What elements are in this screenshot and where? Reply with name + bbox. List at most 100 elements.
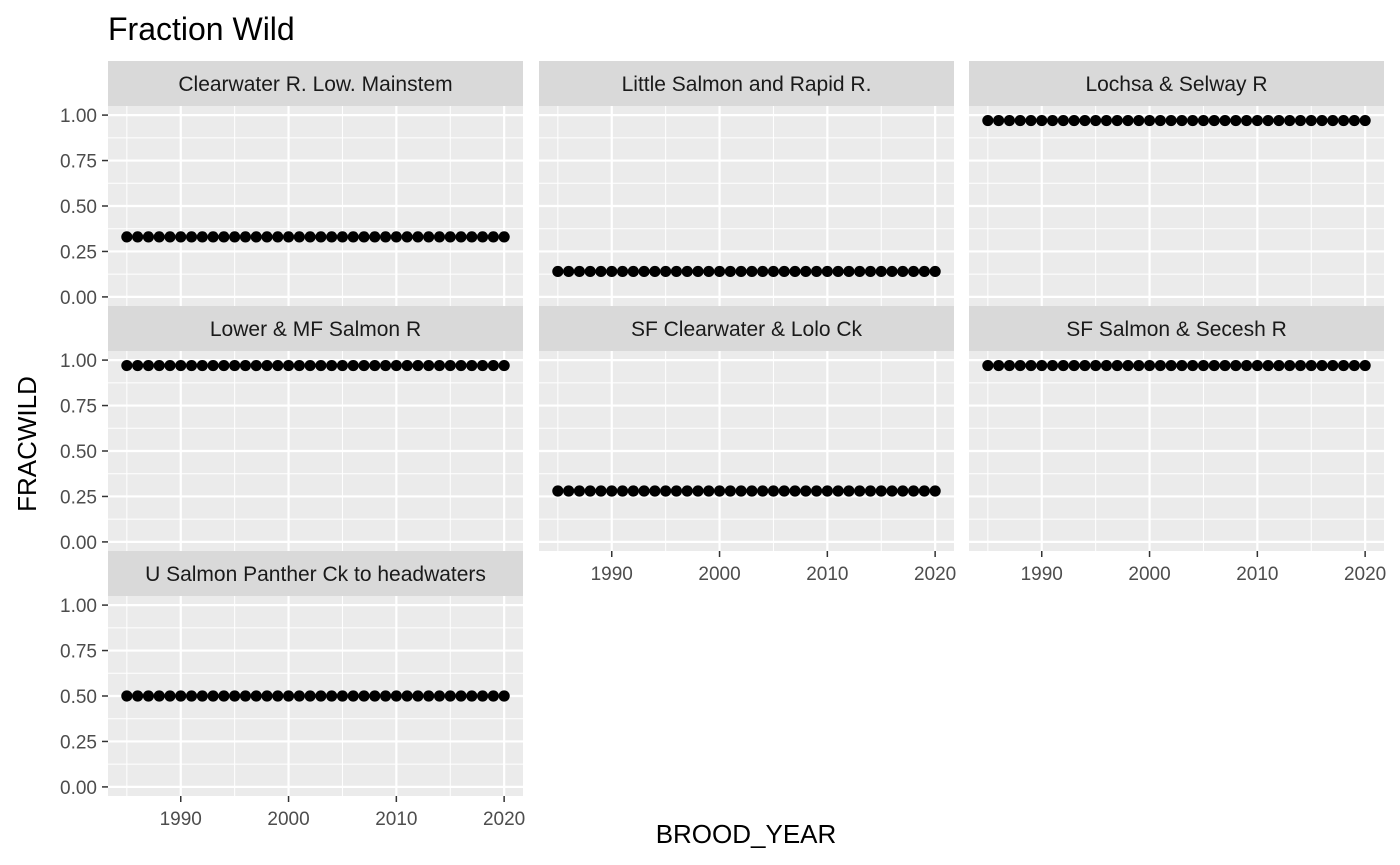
data-point — [282, 231, 295, 243]
data-point — [175, 359, 187, 372]
data-point — [379, 231, 392, 243]
y-tick-label: 0.25 — [60, 732, 97, 753]
data-point — [907, 265, 920, 278]
data-point — [886, 265, 898, 278]
data-point — [918, 485, 930, 497]
data-point — [1197, 114, 1210, 127]
data-point — [487, 231, 499, 243]
data-point — [218, 690, 230, 702]
data-point — [229, 359, 241, 372]
data-point — [369, 359, 381, 372]
data-point — [218, 359, 230, 372]
data-point — [336, 359, 349, 372]
data-point — [1122, 359, 1134, 372]
data-point — [466, 231, 478, 243]
data-point — [261, 359, 273, 372]
y-tick-label: 0.50 — [60, 197, 97, 218]
facet-panel: SF Clearwater & Lolo Ck 1990 2000 2010 2020 — [539, 306, 956, 585]
data-point — [121, 231, 133, 243]
data-point — [1176, 114, 1188, 127]
data-point — [326, 359, 338, 372]
data-point — [185, 231, 198, 243]
data-point — [369, 231, 381, 243]
data-point — [229, 231, 241, 243]
data-point — [670, 265, 683, 278]
data-point — [735, 265, 747, 278]
y-tick-label: 0.00 — [60, 778, 97, 799]
data-point — [757, 485, 769, 497]
data-point — [347, 359, 359, 372]
data-point — [993, 359, 1005, 372]
data-point — [423, 231, 435, 243]
data-point — [649, 485, 661, 497]
data-point — [1046, 359, 1059, 372]
data-point — [724, 485, 736, 497]
data-point — [1187, 359, 1199, 372]
data-point — [1025, 359, 1037, 372]
data-point — [175, 231, 187, 243]
data-point — [810, 485, 823, 497]
data-point — [1122, 114, 1134, 127]
data-point — [455, 690, 467, 702]
data-point — [1090, 114, 1102, 127]
data-point — [606, 485, 618, 497]
data-point — [250, 690, 262, 702]
data-point — [1273, 114, 1285, 127]
facet-strip — [969, 306, 1384, 351]
data-point — [843, 485, 855, 497]
data-point — [982, 114, 994, 127]
data-point — [229, 690, 241, 702]
facet-strip — [108, 551, 523, 596]
data-point — [132, 359, 144, 372]
data-point — [875, 265, 887, 278]
data-point — [476, 359, 489, 372]
data-point — [767, 265, 780, 278]
data-point — [347, 231, 359, 243]
facet-strip — [108, 61, 523, 106]
data-point — [1068, 114, 1080, 127]
data-point — [993, 114, 1005, 127]
data-point — [239, 359, 252, 372]
data-point — [261, 231, 273, 243]
data-point — [1219, 359, 1231, 372]
data-point — [767, 485, 780, 497]
data-point — [390, 690, 402, 702]
data-point — [778, 265, 790, 278]
data-point — [121, 359, 133, 372]
x-tick-label: 2020 — [914, 564, 956, 585]
data-point — [444, 231, 456, 243]
data-point — [401, 359, 413, 372]
x-tick-label: 1990 — [1021, 564, 1063, 585]
data-point — [336, 690, 349, 702]
y-tick-label: 1.00 — [60, 106, 97, 127]
data-point — [142, 359, 155, 372]
data-point — [800, 265, 812, 278]
facet-panel: Little Salmon and Rapid R. — [539, 61, 954, 306]
facet-strip — [108, 306, 523, 351]
data-point — [1143, 359, 1156, 372]
data-point — [304, 690, 316, 702]
data-point — [272, 690, 284, 702]
data-point — [1079, 359, 1091, 372]
facet-panel: U Salmon Panther Ck to headwaters 0.00 0.2… — [60, 551, 525, 830]
x-tick-label: 2020 — [1344, 564, 1386, 585]
data-point — [1251, 114, 1263, 127]
data-point — [746, 265, 758, 278]
data-point — [1187, 114, 1199, 127]
data-point — [218, 231, 230, 243]
data-point — [142, 231, 155, 243]
data-point — [886, 485, 898, 497]
data-point — [164, 359, 176, 372]
data-point — [584, 485, 596, 497]
data-point — [1337, 359, 1350, 372]
data-point — [132, 231, 144, 243]
data-point — [1359, 359, 1371, 372]
data-point — [789, 485, 801, 497]
data-point — [1240, 114, 1253, 127]
facet-panel: Lochsa & Selway R — [969, 61, 1384, 306]
data-point — [293, 690, 305, 702]
data-point — [369, 690, 381, 702]
data-point — [660, 485, 672, 497]
data-point — [347, 690, 359, 702]
